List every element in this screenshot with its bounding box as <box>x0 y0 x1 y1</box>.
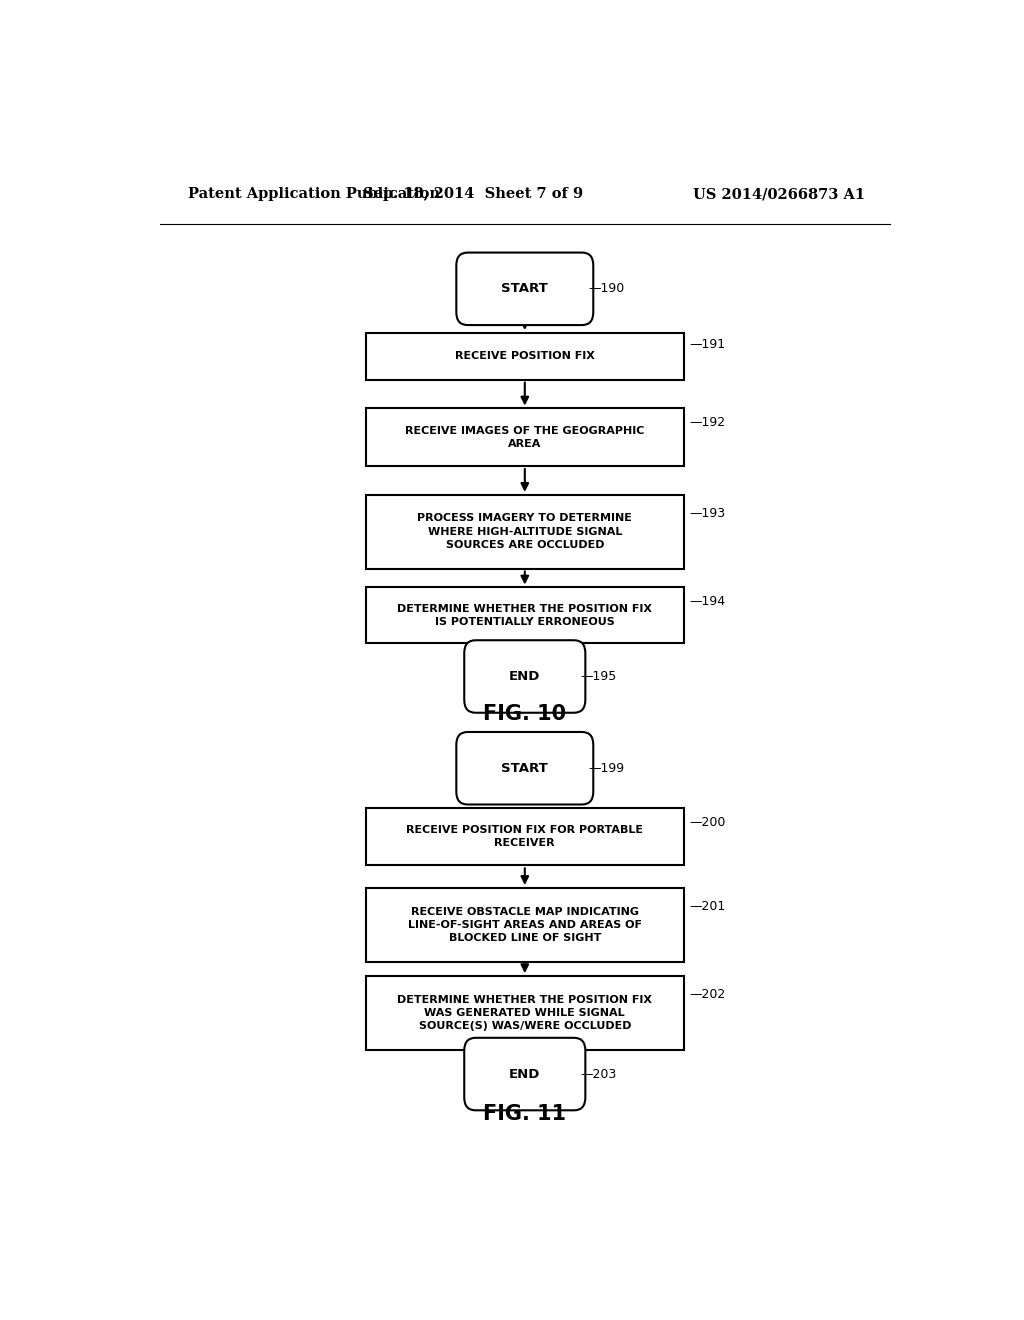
Text: —195: —195 <box>581 671 616 682</box>
FancyBboxPatch shape <box>464 640 586 713</box>
Bar <box>367 888 684 962</box>
Text: —201: —201 <box>690 900 726 913</box>
Text: RECEIVE POSITION FIX FOR PORTABLE
RECEIVER: RECEIVE POSITION FIX FOR PORTABLE RECEIV… <box>407 825 643 849</box>
Text: —202: —202 <box>690 987 726 1001</box>
Text: END: END <box>509 671 541 682</box>
Text: —203: —203 <box>581 1068 616 1081</box>
Text: —194: —194 <box>690 595 726 609</box>
Bar <box>367 333 684 380</box>
Bar <box>367 587 684 643</box>
FancyBboxPatch shape <box>457 252 593 325</box>
Text: —190: —190 <box>588 282 625 296</box>
Text: FIG. 11: FIG. 11 <box>483 1104 566 1123</box>
FancyBboxPatch shape <box>464 1038 586 1110</box>
Text: START: START <box>502 282 548 296</box>
Text: Patent Application Publication: Patent Application Publication <box>187 187 439 202</box>
Text: US 2014/0266873 A1: US 2014/0266873 A1 <box>692 187 865 202</box>
Bar <box>367 808 684 866</box>
Text: DETERMINE WHETHER THE POSITION FIX
WAS GENERATED WHILE SIGNAL
SOURCE(S) WAS/WERE: DETERMINE WHETHER THE POSITION FIX WAS G… <box>397 995 652 1031</box>
Text: —193: —193 <box>690 507 726 520</box>
Text: —200: —200 <box>690 816 726 829</box>
Bar <box>367 408 684 466</box>
Text: —192: —192 <box>690 416 726 429</box>
Text: START: START <box>502 762 548 775</box>
Text: Sep. 18, 2014  Sheet 7 of 9: Sep. 18, 2014 Sheet 7 of 9 <box>364 187 584 202</box>
Text: —191: —191 <box>690 338 726 351</box>
Text: RECEIVE OBSTACLE MAP INDICATING
LINE-OF-SIGHT AREAS AND AREAS OF
BLOCKED LINE OF: RECEIVE OBSTACLE MAP INDICATING LINE-OF-… <box>408 907 642 942</box>
Text: FIG. 10: FIG. 10 <box>483 705 566 725</box>
FancyBboxPatch shape <box>457 733 593 804</box>
Text: END: END <box>509 1068 541 1081</box>
Text: DETERMINE WHETHER THE POSITION FIX
IS POTENTIALLY ERRONEOUS: DETERMINE WHETHER THE POSITION FIX IS PO… <box>397 603 652 627</box>
Text: RECEIVE IMAGES OF THE GEOGRAPHIC
AREA: RECEIVE IMAGES OF THE GEOGRAPHIC AREA <box>406 425 644 449</box>
Text: RECEIVE POSITION FIX: RECEIVE POSITION FIX <box>455 351 595 362</box>
Bar <box>367 975 684 1049</box>
Text: —199: —199 <box>588 762 625 775</box>
Text: PROCESS IMAGERY TO DETERMINE
WHERE HIGH-ALTITUDE SIGNAL
SOURCES ARE OCCLUDED: PROCESS IMAGERY TO DETERMINE WHERE HIGH-… <box>418 513 632 550</box>
Bar <box>367 495 684 569</box>
